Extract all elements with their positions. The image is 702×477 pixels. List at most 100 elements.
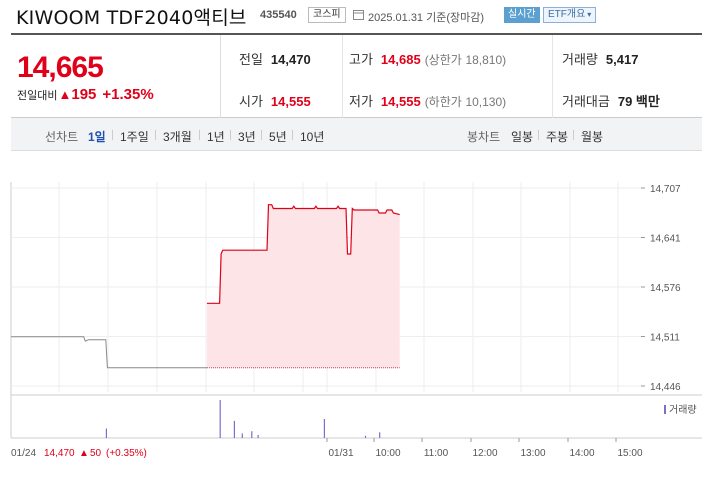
volume-bar	[105, 428, 107, 438]
volume-legend-label: 거래량	[669, 404, 697, 416]
prev-day-summary: 01/24 14,470 ▲ 50 (+0.35%)	[11, 448, 147, 459]
divider	[552, 35, 553, 118]
volume-legend-swatch	[664, 405, 666, 414]
prev-close-value: 14,470	[270, 52, 311, 67]
volume-bar	[257, 435, 259, 438]
amount-stat: 거래대금 79 백만	[562, 91, 660, 110]
x-tick-label: 13:00	[520, 448, 545, 459]
y-tick-label: 14,641	[650, 234, 681, 245]
stock-name: KIWOOM TDF2040액티브	[16, 7, 247, 29]
y-tick-label: 14,576	[650, 283, 681, 294]
current-price: 14,665	[17, 51, 104, 84]
x-tick-label: 12:00	[472, 448, 497, 459]
high-value: 14,685	[380, 52, 421, 67]
volume-bar	[323, 419, 325, 438]
volume-bar	[251, 431, 253, 438]
etf-overview-label: ETF개요	[548, 9, 586, 20]
open-value: 14,555	[270, 94, 311, 109]
divider	[230, 130, 231, 140]
prev-day-pct: (+0.35%)	[106, 448, 147, 459]
volume-bar	[233, 420, 235, 438]
realtime-button[interactable]: 실시간	[504, 7, 540, 23]
prev-day-date: 01/24	[11, 448, 36, 459]
y-tick-label: 14,511	[650, 333, 680, 344]
price-chart[interactable]: 14,707 14,641 14,576 14,511 14,446 01/31 10:0…	[0, 160, 702, 477]
prev-day-line	[11, 336, 207, 369]
up-triangle-icon: ▲	[58, 87, 72, 102]
calendar-icon	[353, 10, 364, 20]
period-tab-3y[interactable]: 3년	[238, 130, 256, 144]
date-basis: 2025.01.31 기준(장마감)	[368, 9, 484, 25]
stock-header: KIWOOM TDF2040액티브 435540 코스피 2025.01.31 …	[0, 0, 702, 30]
caret-down-icon: ▾	[587, 10, 592, 19]
candle-chart-label: 봉차트	[467, 130, 501, 144]
period-tab-1w[interactable]: 1주일	[120, 130, 149, 144]
prev-day-close: 14,470	[44, 448, 75, 459]
up-triangle-icon: ▲	[79, 448, 89, 459]
volume-bar	[364, 435, 367, 438]
volume-bar	[241, 433, 243, 438]
amount-label: 거래대금	[562, 94, 610, 109]
period-tab-5y[interactable]: 5년	[269, 130, 287, 144]
volume-bar	[219, 400, 221, 438]
volume-label: 거래량	[562, 52, 598, 67]
candle-tab-daily[interactable]: 일봉	[511, 130, 534, 144]
volume-bar	[379, 432, 381, 438]
date-basis-label: 기준(장마감)	[426, 12, 485, 24]
divider	[292, 130, 293, 140]
x-tick-label: 11:00	[424, 448, 449, 459]
volume-bars	[105, 400, 381, 438]
market-badge: 코스피	[308, 7, 346, 23]
change-label: 전일대비	[17, 90, 58, 102]
change-row: 전일대비▲195 +1.35%	[17, 86, 154, 103]
lower-limit-value: 10,130)	[465, 95, 507, 109]
change-value: 195	[71, 86, 97, 103]
open-label: 시가	[239, 94, 263, 109]
low-label: 저가	[349, 94, 373, 109]
price-summary: 14,665 전일대비▲195 +1.35% 전일 14,470 시가 14,555 …	[11, 33, 702, 118]
period-tab-3m[interactable]: 3개월	[163, 130, 192, 144]
volume-stat: 거래량 5,417	[562, 49, 638, 68]
x-axis: 01/31 10:00 11:00 12:00 13:00 14:00 15:00	[326, 438, 643, 459]
lower-limit-label: (하한가	[424, 95, 462, 109]
divider	[155, 130, 156, 140]
low-value: 14,555	[380, 94, 421, 109]
date-value: 2025.01.31	[368, 12, 424, 24]
divider	[342, 35, 343, 118]
prev-day-change: 50	[90, 448, 102, 459]
candle-tab-monthly[interactable]: 월봉	[581, 130, 604, 144]
period-tab-1d[interactable]: 1일	[88, 130, 106, 144]
x-tick-label: 15:00	[617, 448, 642, 459]
today-fill-area	[206, 204, 400, 368]
open-stat: 시가 14,555	[239, 91, 311, 110]
prev-close-stat: 전일 14,470	[239, 49, 311, 68]
stock-code: 435540	[260, 9, 297, 21]
x-tick-label: 01/31	[328, 448, 353, 459]
current-price-panel: 14,665 전일대비▲195 +1.35%	[11, 35, 221, 118]
candle-tab-weekly[interactable]: 주봉	[546, 130, 569, 144]
today-price-line	[206, 204, 400, 304]
divider	[112, 130, 113, 140]
y-tick-label: 14,446	[650, 382, 681, 393]
divider	[261, 130, 262, 140]
chart-period-bar: 선차트 1일 1주일 3개월 1년 3년 5년 10년 봉차트 일봉 주봉 월봉	[11, 118, 702, 151]
period-tab-10y[interactable]: 10년	[300, 130, 325, 144]
high-label: 고가	[349, 52, 373, 67]
line-chart-label: 선차트	[45, 130, 79, 144]
y-axis: 14,707 14,641 14,576 14,511 14,446	[641, 184, 681, 393]
prev-close-label: 전일	[239, 52, 263, 67]
upper-limit-value: 18,810)	[465, 53, 507, 67]
y-tick-label: 14,707	[650, 184, 681, 195]
upper-limit-label: (상한가	[424, 53, 462, 67]
volume-value: 5,417	[605, 52, 639, 67]
x-tick-label: 14:00	[569, 448, 594, 459]
divider	[199, 130, 200, 140]
high-stat: 고가 14,685 (상한가 18,810)	[349, 49, 506, 68]
period-tab-1y[interactable]: 1년	[207, 130, 225, 144]
divider	[573, 130, 574, 140]
divider	[538, 130, 539, 140]
etf-overview-button[interactable]: ETF개요 ▾	[543, 7, 597, 23]
amount-value: 79 백만	[617, 94, 660, 109]
change-percent: +1.35%	[102, 86, 154, 103]
x-tick-label: 10:00	[375, 448, 400, 459]
